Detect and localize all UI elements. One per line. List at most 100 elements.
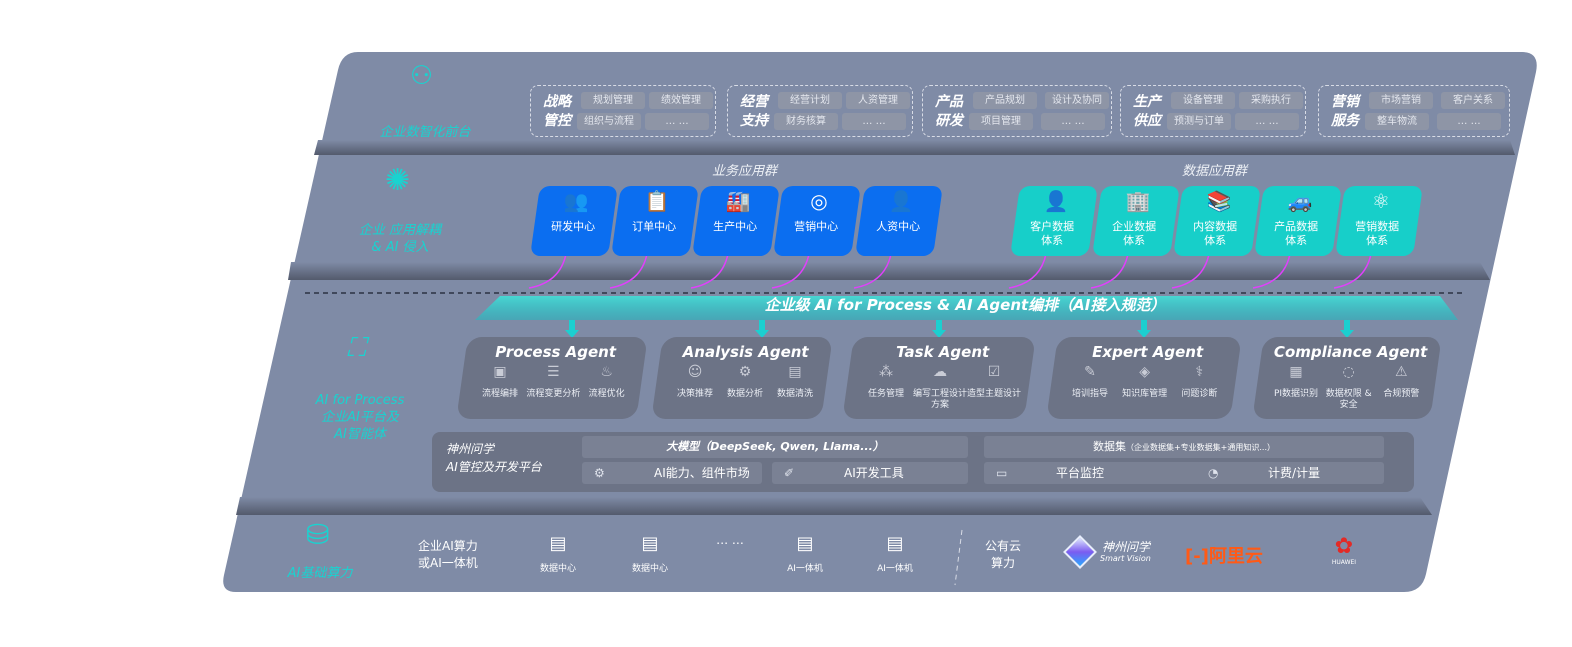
- module-chip[interactable]: … …: [842, 113, 906, 130]
- car-icon: 🚙: [1287, 189, 1313, 213]
- title-line: 管控: [543, 113, 571, 129]
- platform-tool[interactable]: ◔ 计费/计量: [1196, 462, 1384, 484]
- app-tile[interactable]: 👥 研发中心: [530, 186, 618, 256]
- platform-tool[interactable]: ▭ 平台监控: [984, 462, 1244, 484]
- agent-items: ▣ 流程编排 ☰ 流程变更分析 ♨ 流程优化: [462, 337, 642, 419]
- layer-app-label: 企业 应用解耦 & AI 侵入: [358, 223, 442, 255]
- app-tile[interactable]: 👤 客户数据 体系: [1010, 186, 1098, 256]
- server-label: 数据中心: [631, 564, 668, 574]
- app-tile[interactable]: ⚛ 营销数据 体系: [1335, 186, 1423, 256]
- module-chip[interactable]: … …: [1041, 113, 1105, 130]
- agent-capability[interactable]: ◈ 知识库管理: [1115, 364, 1175, 400]
- server-label: AI一体机: [787, 564, 823, 574]
- module-chip[interactable]: … …: [1437, 113, 1501, 130]
- agent-capability[interactable]: ☑ 造型主题设计: [964, 364, 1024, 400]
- module-chip[interactable]: 项目管理: [969, 113, 1033, 130]
- server-label: AI一体机: [877, 564, 913, 574]
- agent-capability[interactable]: ⚕ 问题诊断: [1169, 364, 1229, 400]
- module-chip[interactable]: 产品规划: [973, 92, 1037, 109]
- app-tile-label: 人资中心: [876, 220, 921, 233]
- module-chip[interactable]: 经营计划: [778, 92, 842, 109]
- capability-label: 知识库管理: [1122, 389, 1168, 399]
- title-line: 研发: [935, 113, 963, 129]
- front-group-title: 经营 支持: [740, 93, 768, 131]
- app-tile[interactable]: 👤 人资中心: [855, 186, 943, 256]
- agent-items: ▦ PI数据识别 ◌ 数据权限 & 安全 ⚠ 合规预警: [1258, 337, 1436, 419]
- app-tile[interactable]: 🚙 产品数据 体系: [1254, 186, 1342, 256]
- huawei-logo: ✿ HUAWEI: [1331, 534, 1357, 567]
- module-chip[interactable]: 绩效管理: [649, 92, 713, 109]
- platform-tool[interactable]: ✐ AI开发工具: [772, 462, 968, 484]
- clean-icon: ▤: [788, 364, 802, 380]
- capability-label: PI数据识别: [1273, 389, 1319, 399]
- business-apps-title: 业务应用群: [712, 164, 778, 179]
- agent-capability[interactable]: ♨ 流程优化: [577, 364, 637, 400]
- layers-icon: ◈: [1139, 364, 1151, 380]
- agent-card[interactable]: Task Agent ⁂ 任务管理 ☁ 编写工程设计方案 ☑ 造型主题设计: [842, 337, 1036, 419]
- agent-items: ✎ 培训指导 ◈ 知识库管理 ⚕ 问题诊断: [1052, 337, 1236, 419]
- module-chip[interactable]: 设计及协同: [1045, 92, 1109, 109]
- brain-icon: ⚇: [410, 61, 434, 91]
- module-chip[interactable]: 设备管理: [1171, 92, 1235, 109]
- capability-label: 流程编排: [481, 389, 518, 399]
- app-tile[interactable]: 🏭 生产中心: [692, 186, 780, 256]
- shenzhou-logo: 神州问学 Smart Vision: [1063, 535, 1168, 572]
- gauge-icon: ◔: [1208, 466, 1219, 480]
- app-tile[interactable]: 🏢 企业数据 体系: [1092, 186, 1180, 256]
- app-tile-label: 订单中心: [632, 220, 677, 233]
- module-chip[interactable]: … …: [1235, 113, 1299, 130]
- network-icon: ⁂: [879, 364, 893, 380]
- agent-capability[interactable]: ⁂ 任务管理: [856, 364, 916, 400]
- app-tile[interactable]: 📚 内容数据 体系: [1173, 186, 1261, 256]
- agent-capability[interactable]: ☰ 流程变更分析: [523, 364, 583, 400]
- module-chip[interactable]: 财务核算: [774, 113, 838, 130]
- tool-label: 平台监控: [1056, 466, 1105, 480]
- server-label: 数据中心: [539, 564, 576, 574]
- app-tile-label: 企业数据 体系: [1112, 220, 1157, 247]
- module-chip[interactable]: 整车物流: [1365, 113, 1429, 130]
- agent-card[interactable]: Expert Agent ✎ 培训指导 ◈ 知识库管理 ⚕ 问题诊断: [1046, 337, 1242, 419]
- database-icon: ⛁: [306, 518, 330, 551]
- agent-capability[interactable]: ☁ 编写工程设计方案: [910, 364, 970, 411]
- down-arrow-icon: [1137, 320, 1151, 338]
- model-bar: 大模型（DeepSeek, Qwen, Llama...）: [582, 436, 968, 458]
- users-icon: 👥: [563, 189, 589, 213]
- agent-capability[interactable]: ⚠ 合规预警: [1371, 364, 1431, 400]
- agent-card[interactable]: Analysis Agent ☺ 决策推荐 ⚙ 数据分析 ▤ 数据清洗: [651, 337, 833, 419]
- module-chip[interactable]: 规划管理: [581, 92, 645, 109]
- agent-capability[interactable]: ✎ 培训指导: [1060, 364, 1120, 400]
- cloud-icon: ☁: [933, 364, 947, 380]
- module-chip[interactable]: … …: [645, 113, 709, 130]
- clipboard-icon: 📋: [644, 189, 670, 213]
- agent-card[interactable]: Compliance Agent ▦ PI数据识别 ◌ 数据权限 & 安全 ⚠ 合规预警: [1252, 337, 1442, 419]
- agent-capability[interactable]: ▤ 数据清洗: [765, 364, 825, 400]
- building-icon: 🏢: [1125, 189, 1151, 213]
- module-chip[interactable]: 预测与订单: [1167, 113, 1231, 130]
- server-icon: ▤: [549, 533, 567, 554]
- module-chip[interactable]: 客户关系: [1441, 92, 1505, 109]
- tool-label: AI开发工具: [844, 466, 904, 480]
- agent-capability[interactable]: ▦ PI数据识别: [1266, 364, 1326, 400]
- tool-label: AI能力、组件市场: [654, 466, 750, 480]
- agent-capability[interactable]: ◌ 数据权限 & 安全: [1319, 364, 1379, 411]
- app-tile[interactable]: 📋 订单中心: [611, 186, 699, 256]
- capability-label: 决策推荐: [676, 389, 713, 399]
- module-chip[interactable]: 市场营销: [1369, 92, 1433, 109]
- title-line: 供应: [1133, 113, 1161, 129]
- app-tile-label: 研发中心: [551, 220, 596, 233]
- tool-label: 计费/计量: [1268, 466, 1321, 480]
- agent-capability[interactable]: ▣ 流程编排: [470, 364, 530, 400]
- module-chip[interactable]: 人资管理: [846, 92, 910, 109]
- module-chip[interactable]: 采购执行: [1239, 92, 1303, 109]
- platform-tool[interactable]: ⚙ AI能力、组件市场: [582, 462, 762, 484]
- capability-label: 数据权限 & 安全: [1325, 389, 1372, 410]
- app-tile[interactable]: ◎ 营销中心: [773, 186, 861, 256]
- market-icon: ⚙: [594, 466, 605, 480]
- title-line: 战略: [543, 94, 571, 110]
- module-chip[interactable]: 组织与流程: [577, 113, 641, 130]
- agent-card[interactable]: Process Agent ▣ 流程编排 ☰ 流程变更分析 ♨ 流程优化: [456, 337, 648, 419]
- title-line: 生产: [1133, 94, 1161, 110]
- user-icon: 👤: [1043, 189, 1069, 213]
- capability-label: 流程优化: [588, 389, 625, 399]
- title-line: 经营: [740, 94, 768, 110]
